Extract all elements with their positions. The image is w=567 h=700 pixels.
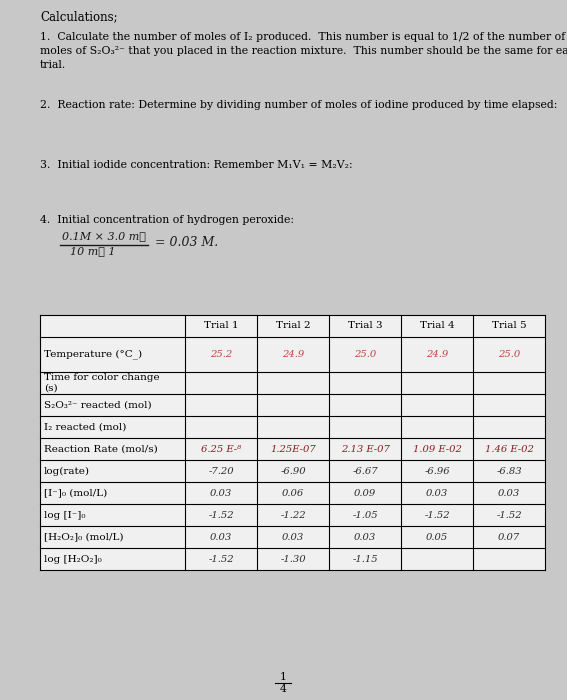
Text: 25.2: 25.2 [210, 350, 232, 359]
Text: Trial 1: Trial 1 [204, 321, 238, 330]
Text: Trial 3: Trial 3 [348, 321, 382, 330]
Text: Reaction Rate (mol/s): Reaction Rate (mol/s) [44, 444, 158, 454]
Text: -1.05: -1.05 [352, 510, 378, 519]
Text: 2.13 E-07: 2.13 E-07 [341, 444, 390, 454]
Text: 0.03: 0.03 [354, 533, 376, 542]
Text: 4.  Initial concentration of hydrogen peroxide:: 4. Initial concentration of hydrogen per… [40, 215, 294, 225]
Text: -1.22: -1.22 [280, 510, 306, 519]
Text: 0.03: 0.03 [282, 533, 304, 542]
Text: 0.05: 0.05 [426, 533, 448, 542]
Text: 1.46 E-02: 1.46 E-02 [485, 444, 534, 454]
Text: -1.52: -1.52 [208, 554, 234, 564]
Text: Trial 5: Trial 5 [492, 321, 526, 330]
Text: 4: 4 [280, 684, 286, 694]
Text: Time for color change
(s): Time for color change (s) [44, 373, 160, 393]
Text: S₂O₃²⁻ reacted (mol): S₂O₃²⁻ reacted (mol) [44, 400, 151, 410]
Text: log(rate): log(rate) [44, 466, 90, 475]
Text: Calculations;: Calculations; [40, 10, 117, 23]
Text: 0.1M × 3.0 mℓ: 0.1M × 3.0 mℓ [62, 231, 146, 241]
Text: Temperature (°C_): Temperature (°C_) [44, 349, 142, 359]
Text: -6.67: -6.67 [352, 466, 378, 475]
Text: log [I⁻]₀: log [I⁻]₀ [44, 510, 86, 519]
Text: 25.0: 25.0 [498, 350, 520, 359]
Text: 1.09 E-02: 1.09 E-02 [413, 444, 462, 454]
Text: -1.52: -1.52 [424, 510, 450, 519]
Text: Trial 4: Trial 4 [420, 321, 454, 330]
Text: 24.9: 24.9 [426, 350, 448, 359]
Text: 0.03: 0.03 [498, 489, 520, 498]
Text: 0.06: 0.06 [282, 489, 304, 498]
Text: 2.  Reaction rate: Determine by dividing number of moles of iodine produced by t: 2. Reaction rate: Determine by dividing … [40, 100, 557, 110]
Text: 0.09: 0.09 [354, 489, 376, 498]
Text: 0.03: 0.03 [426, 489, 448, 498]
Text: -1.15: -1.15 [352, 554, 378, 564]
Text: -7.20: -7.20 [208, 466, 234, 475]
Text: -6.90: -6.90 [280, 466, 306, 475]
Text: -1.30: -1.30 [280, 554, 306, 564]
Bar [40, 315, 545, 570]
Text: 1.25E-07: 1.25E-07 [270, 444, 316, 454]
Text: -6.83: -6.83 [496, 466, 522, 475]
Text: I₂ reacted (mol): I₂ reacted (mol) [44, 423, 126, 431]
Text: 24.9: 24.9 [282, 350, 304, 359]
Text: 6.25 E-⁸: 6.25 E-⁸ [201, 444, 241, 454]
Text: 0.03: 0.03 [210, 533, 232, 542]
Text: 0.07: 0.07 [498, 533, 520, 542]
Text: 3.  Initial iodide concentration: Remember M₁V₁ = M₂V₂:: 3. Initial iodide concentration: Remembe… [40, 160, 353, 170]
Text: 1: 1 [280, 672, 286, 682]
Text: -1.52: -1.52 [496, 510, 522, 519]
Text: = 0.03 M.: = 0.03 M. [155, 236, 218, 249]
Text: [H₂O₂]₀ (mol/L): [H₂O₂]₀ (mol/L) [44, 533, 124, 542]
Text: -1.52: -1.52 [208, 510, 234, 519]
Text: 1.  Calculate the number of moles of I₂ produced.  This number is equal to 1/2 o: 1. Calculate the number of moles of I₂ p… [40, 32, 567, 70]
Text: 25.0: 25.0 [354, 350, 376, 359]
Text: 10 mℓ 1: 10 mℓ 1 [70, 246, 116, 256]
Text: log [H₂O₂]₀: log [H₂O₂]₀ [44, 554, 101, 564]
Text: 0.03: 0.03 [210, 489, 232, 498]
Text: -6.96: -6.96 [424, 466, 450, 475]
Text: [I⁻]₀ (mol/L): [I⁻]₀ (mol/L) [44, 489, 107, 498]
Text: Trial 2: Trial 2 [276, 321, 310, 330]
